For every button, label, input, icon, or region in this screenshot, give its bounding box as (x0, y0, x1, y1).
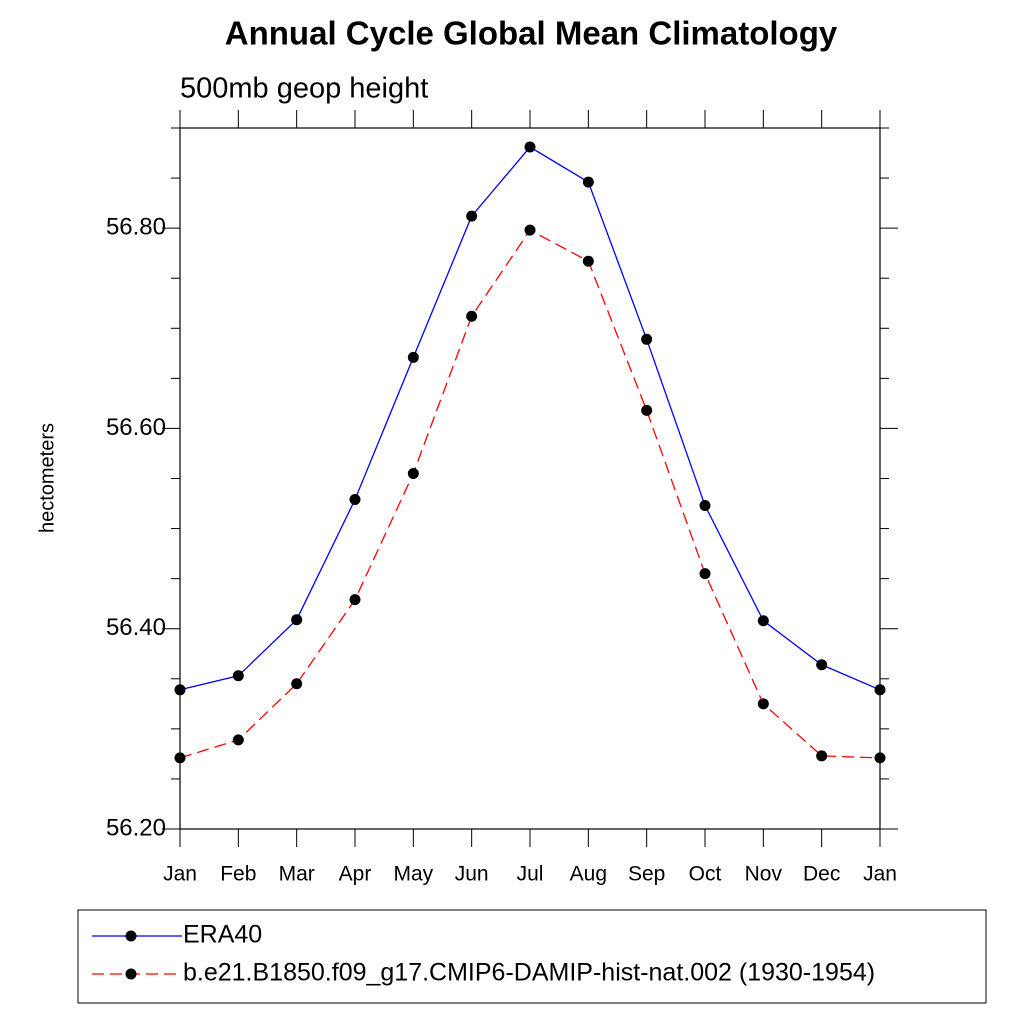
x-tick-label: Oct (689, 863, 722, 886)
y-axis-label: hectometers (36, 423, 58, 533)
data-point (699, 568, 711, 580)
y-tick-label: 56.60 (106, 414, 166, 441)
x-tick-label: Apr (339, 863, 372, 886)
legend-marker (125, 930, 137, 942)
x-tick-label: Dec (803, 863, 840, 886)
data-point (874, 752, 886, 764)
data-point (174, 752, 186, 764)
y-tick-label: 56.40 (106, 614, 166, 641)
data-point (349, 594, 361, 606)
data-point (582, 255, 594, 267)
legend-label: b.e21.B1850.f09_g17.CMIP6-DAMIP-hist-nat… (183, 959, 875, 987)
x-tick-label: Jan (863, 863, 897, 886)
data-point (816, 750, 828, 762)
x-tick-label: Aug (570, 863, 607, 886)
data-point (582, 176, 594, 188)
y-tick-label: 56.80 (106, 213, 166, 240)
y-tick-label: 56.20 (106, 814, 166, 841)
legend-box (77, 909, 987, 1004)
x-tick-label: Feb (220, 863, 256, 886)
x-tick-label: Jan (163, 863, 197, 886)
data-point (291, 678, 303, 690)
x-tick-label: Nov (745, 863, 783, 886)
data-point (641, 333, 653, 345)
x-tick-label: Mar (279, 863, 315, 886)
chart-title: Annual Cycle Global Mean Climatology (225, 15, 838, 52)
x-tick-label: May (393, 863, 433, 886)
legend-label: ERA40 (183, 921, 262, 949)
data-point (641, 404, 653, 416)
data-point (466, 310, 478, 322)
data-point (524, 224, 536, 236)
data-point (757, 615, 769, 627)
data-point (174, 684, 186, 696)
x-tick-label: Sep (628, 863, 665, 886)
data-point (232, 734, 244, 746)
data-point (757, 698, 769, 710)
chart-subtitle: 500mb geop height (180, 73, 428, 105)
data-point (232, 670, 244, 682)
data-point (816, 659, 828, 671)
data-point (349, 494, 361, 506)
data-point (407, 467, 419, 479)
data-point (874, 684, 886, 696)
data-point (291, 614, 303, 626)
legend-marker (125, 968, 137, 980)
data-point (407, 351, 419, 363)
x-tick-label: Jul (517, 863, 544, 886)
data-point (524, 141, 536, 153)
data-point (466, 210, 478, 222)
x-tick-label: Jun (455, 863, 489, 886)
data-point (699, 500, 711, 512)
